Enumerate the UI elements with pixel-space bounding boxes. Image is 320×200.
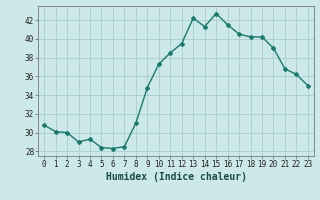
X-axis label: Humidex (Indice chaleur): Humidex (Indice chaleur)	[106, 172, 246, 182]
